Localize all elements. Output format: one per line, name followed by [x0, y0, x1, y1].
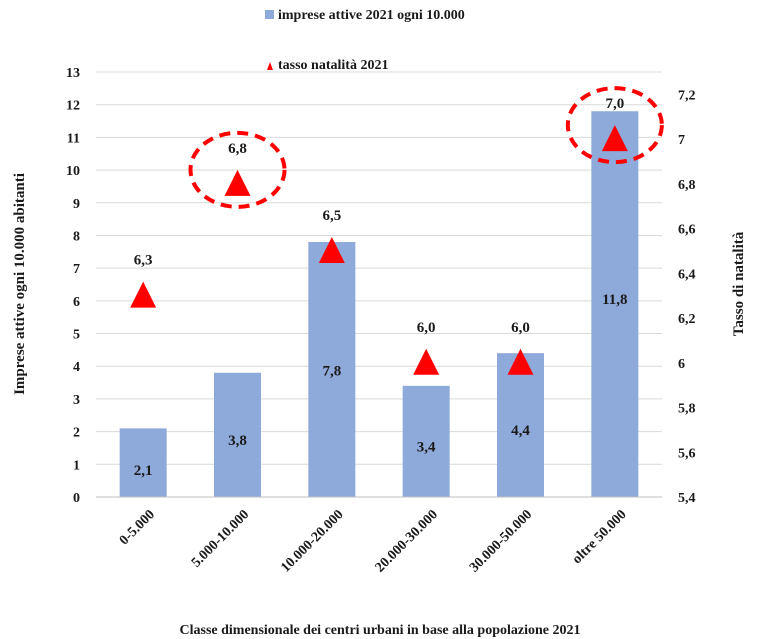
- highlight-circles: [188, 86, 664, 209]
- y2-tick-label: 6,8: [678, 178, 696, 193]
- x-tick-labels: 0-5.000 5.000-10.000 10.000-20.000 20.000-3…: [117, 507, 630, 575]
- y-tick-label: 1: [73, 458, 80, 473]
- y2-axis-title: Tasso di natalità: [731, 231, 747, 336]
- bar-value-label: 3,4: [417, 439, 436, 455]
- y-tick-label: 3: [73, 393, 80, 408]
- legend-swatch-bars: [265, 10, 274, 19]
- y2-tick-label: 6,2: [678, 312, 696, 327]
- y-tick-label: 0: [73, 491, 80, 506]
- marker-value-labels: 6,3 6,8 6,5 6,0 6,0 7,0: [134, 96, 624, 336]
- bar-value-label: 2,1: [134, 463, 153, 479]
- y-tick-label: 11: [67, 131, 80, 146]
- marker-value-label: 6,0: [511, 320, 530, 336]
- y2-tick-label: 6,4: [678, 267, 696, 282]
- x-tick-label: oltre 50.000: [570, 507, 630, 567]
- marker-value-label: 6,5: [322, 208, 341, 224]
- triangle-markers: [130, 125, 628, 375]
- y2-tick-label: 7,2: [678, 88, 696, 103]
- bar: [214, 372, 261, 497]
- y-tick-label: 8: [73, 229, 80, 244]
- bar-value-label: 4,4: [511, 423, 530, 439]
- triangle-marker: [413, 348, 440, 375]
- marker-value-label: 6,8: [228, 141, 247, 157]
- y-tick-label: 6: [73, 295, 80, 310]
- triangle-marker: [130, 281, 157, 308]
- highlight-circle: [565, 86, 664, 165]
- x-tick-label: 5.000-10.000: [189, 507, 252, 570]
- y2-tick-label: 5,8: [678, 402, 696, 417]
- y2-tick-label: 6: [678, 357, 685, 372]
- legend-label-triangle: tasso natalità 2021: [278, 58, 388, 73]
- x-tick-label: 30.000-50.000: [467, 507, 535, 575]
- bar: [591, 111, 639, 497]
- x-tick-label: 10.000-20.000: [278, 507, 346, 575]
- y-tick-label: 5: [73, 328, 80, 343]
- y-tick-label: 4: [73, 360, 80, 375]
- marker-value-label: 6,0: [417, 320, 436, 336]
- y-tick-label: 7: [73, 262, 80, 277]
- y-tick-label: 13: [66, 66, 80, 81]
- y2-tick-label: 5,6: [678, 446, 696, 461]
- marker-value-label: 6,3: [134, 253, 153, 269]
- y2-tick-label: 7: [678, 133, 685, 148]
- legend-label-bars: imprese attive 2021 ogni 10.000: [278, 8, 465, 23]
- right-tick-labels: 5,4 5,6 5,8 6 6,2 6,4 6,6 6,8 7 7,2: [678, 88, 696, 506]
- bar: [308, 242, 356, 497]
- y-tick-label: 9: [73, 197, 80, 212]
- y2-tick-label: 6,6: [678, 223, 696, 238]
- y-tick-label: 12: [66, 99, 80, 114]
- x-tick-label: 20.000-30.000: [373, 507, 441, 575]
- legend-swatch-triangle: [267, 62, 273, 70]
- bar-value-label: 11,8: [602, 292, 627, 308]
- bar: [119, 428, 167, 497]
- triangle-marker: [507, 348, 534, 375]
- bar-value-labels: 2,1 3,8 7,8 3,4 4,4 11,8: [134, 292, 628, 479]
- x-tick-label: 0-5.000: [117, 507, 158, 548]
- y-tick-label: 2: [73, 426, 80, 441]
- highlight-circle: [188, 130, 287, 209]
- bar-value-label: 3,8: [228, 433, 247, 449]
- bar-value-label: 7,8: [322, 364, 341, 380]
- bar: [497, 353, 544, 497]
- y2-tick-label: 5,4: [678, 491, 696, 506]
- bars: [119, 111, 639, 497]
- bar: [402, 385, 450, 497]
- marker-value-label: 7,0: [605, 96, 624, 112]
- triangle-marker: [601, 125, 628, 152]
- x-axis-title: Classe dimensionale dei centri urbani in…: [180, 623, 581, 638]
- y-tick-label: 10: [66, 164, 80, 179]
- y-axis-title: Imprese attive ogni 10.000 abitanti: [12, 173, 28, 395]
- triangle-marker: [224, 169, 251, 196]
- gridlines: [96, 71, 662, 498]
- triangle-marker: [318, 236, 345, 263]
